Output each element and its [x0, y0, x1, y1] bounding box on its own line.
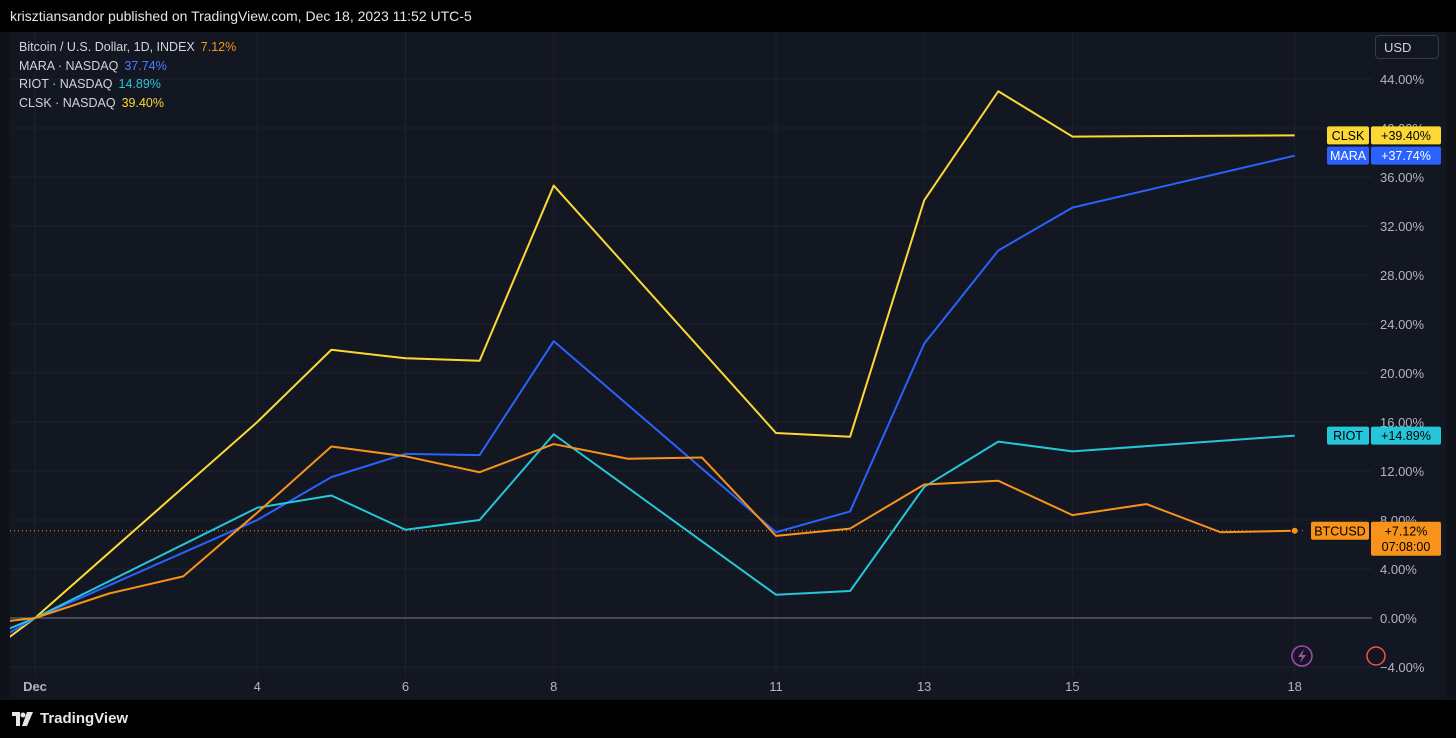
- x-tick-label: 13: [917, 679, 931, 694]
- currency-button[interactable]: USD: [1375, 35, 1439, 59]
- legend-item-btc[interactable]: Bitcoin / U.S. Dollar, 1D, INDEX 7.12%: [19, 38, 236, 57]
- x-tick-label: 6: [402, 679, 409, 694]
- y-tick-label: 32.00%: [1380, 219, 1425, 234]
- tradingview-brand[interactable]: TradingView: [12, 710, 128, 727]
- legend-label: RIOT · NASDAQ: [19, 77, 113, 91]
- price-tag-symbol: MARA: [1330, 149, 1367, 163]
- series-line-btcusd[interactable]: [0, 443, 1295, 627]
- legend-value: 37.74%: [124, 58, 167, 73]
- price-tag-btc: BTCUSD +7.12% 07:08:00: [1311, 521, 1441, 556]
- legend-label: Bitcoin / U.S. Dollar, 1D, INDEX: [19, 40, 195, 54]
- footer-bar: [0, 700, 1456, 738]
- y-tick-label: 12.00%: [1380, 464, 1425, 479]
- y-tick-label: 20.00%: [1380, 366, 1425, 381]
- price-tag-value: +39.40%: [1381, 129, 1431, 143]
- x-tick-label: 11: [769, 679, 783, 694]
- price-tag-clsk: CLSK +39.40%: [1327, 126, 1441, 145]
- price-tag-symbol: BTCUSD: [1314, 524, 1365, 538]
- btc-last-point: [1290, 526, 1299, 535]
- y-tick-label: −4.00%: [1380, 660, 1425, 675]
- legend-value: 14.89%: [118, 77, 161, 91]
- y-tick-label: 24.00%: [1380, 317, 1425, 332]
- legend: Bitcoin / U.S. Dollar, 1D, INDEX 7.12% MA…: [19, 38, 236, 112]
- y-tick-label: 36.00%: [1380, 170, 1425, 185]
- y-tick-label: 4.00%: [1380, 562, 1417, 577]
- y-tick-label: 28.00%: [1380, 268, 1425, 283]
- price-tag-symbol: RIOT: [1333, 429, 1363, 443]
- legend-item-clsk[interactable]: CLSK · NASDAQ 39.40%: [19, 94, 236, 113]
- legend-value: 39.40%: [121, 95, 164, 110]
- chart-pane[interactable]: [10, 32, 1446, 699]
- tradingview-logo-icon: [12, 711, 33, 726]
- y-tick-label: 16.00%: [1380, 415, 1425, 430]
- price-tag-symbol: CLSK: [1332, 129, 1365, 143]
- price-tag-mara: MARA +37.74%: [1327, 146, 1441, 165]
- x-tick-label: 15: [1065, 679, 1079, 694]
- bar-countdown: 07:08:00: [1382, 540, 1431, 554]
- legend-label: MARA · NASDAQ: [19, 58, 119, 73]
- series-line-clsk[interactable]: [0, 90, 1295, 673]
- price-tag-value: +14.89%: [1381, 429, 1431, 443]
- y-tick-label: 0.00%: [1380, 611, 1417, 626]
- legend-value: 7.12%: [200, 40, 237, 54]
- price-tag-value: +7.12%: [1385, 524, 1428, 538]
- legend-item-mara[interactable]: MARA · NASDAQ 37.74%: [19, 57, 236, 76]
- price-tag-value: +37.74%: [1381, 149, 1431, 163]
- x-tick-label: 8: [550, 679, 557, 694]
- event-icon[interactable]: [1366, 646, 1386, 666]
- brand-name: TradingView: [40, 710, 129, 727]
- header-bar: [0, 0, 1456, 32]
- lightning-icon[interactable]: [1291, 645, 1313, 667]
- price-tag-riot: RIOT +14.89%: [1327, 426, 1441, 445]
- publisher-info: krisztiansandor published on TradingView…: [10, 8, 472, 24]
- series-line-riot[interactable]: [0, 433, 1295, 648]
- y-tick-label: 44.00%: [1380, 72, 1425, 87]
- x-tick-label: 4: [254, 679, 261, 694]
- legend-item-riot[interactable]: RIOT · NASDAQ 14.89%: [19, 75, 236, 94]
- x-tick-label: 18: [1287, 679, 1301, 694]
- series-line-mara[interactable]: [0, 154, 1295, 661]
- x-tick-label: Dec: [23, 679, 47, 694]
- legend-label: CLSK · NASDAQ: [19, 95, 116, 110]
